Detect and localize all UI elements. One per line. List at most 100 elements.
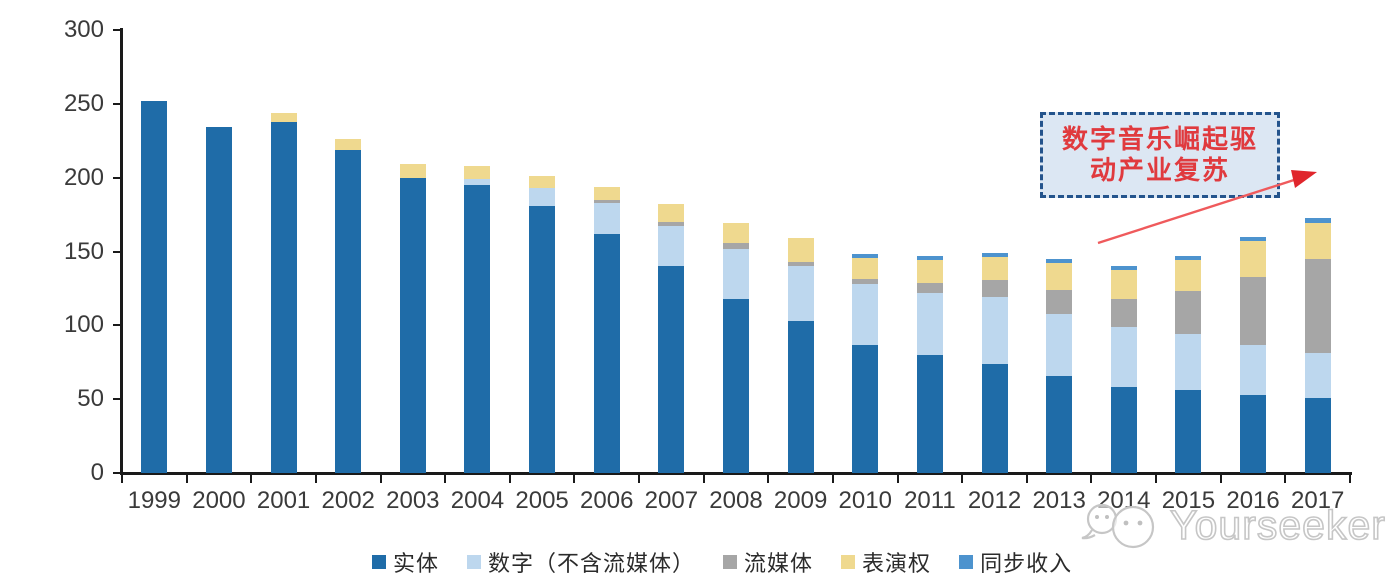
x-axis-tick	[961, 475, 964, 483]
watermark: Yourseeker	[1078, 498, 1386, 552]
bar-segment	[529, 176, 556, 188]
bar-segment	[1304, 223, 1331, 259]
bar-segment	[593, 199, 620, 203]
watermark-text: Yourseeker	[1169, 501, 1386, 549]
x-axis-tick	[896, 475, 899, 483]
bar-segment	[399, 177, 426, 473]
x-axis-category-label: 2006	[580, 487, 634, 514]
x-axis-category-label: 2017	[1290, 487, 1345, 514]
x-axis-tick	[1155, 475, 1158, 483]
x-axis-tick	[767, 475, 770, 483]
bar-segment	[593, 202, 620, 234]
x-axis-category-label: 2011	[904, 487, 956, 514]
x-axis-tick	[831, 475, 834, 483]
bar-segment	[529, 188, 556, 206]
x-axis-line	[120, 472, 1352, 475]
x-axis-tick	[250, 475, 253, 483]
x-axis-category-label: 2008	[709, 487, 763, 514]
y-axis-tick	[113, 472, 122, 474]
x-axis-category-label: 2007	[644, 487, 699, 514]
bar-segment	[1175, 291, 1202, 335]
bar-segment	[1175, 334, 1202, 391]
y-axis-tick-label: 300	[63, 16, 104, 43]
bar-segment	[916, 255, 943, 261]
bar-segment	[981, 252, 1008, 258]
x-axis-category-label: 2002	[321, 487, 375, 514]
x-axis-tick	[573, 475, 576, 483]
bar-segment	[593, 186, 620, 200]
legend-item: 流媒体	[723, 546, 813, 578]
x-axis-category-label: 2003	[386, 487, 440, 514]
legend: 实体 数字（不含流媒体） 流媒体 表演权 同步收入	[372, 546, 1072, 578]
bar-segment	[852, 258, 879, 279]
legend-item: 数字（不含流媒体）	[467, 546, 695, 578]
x-axis-tick	[1219, 475, 1222, 483]
x-axis-tick	[702, 475, 705, 483]
bar-segment	[141, 100, 168, 473]
bar-segment	[270, 121, 297, 473]
x-axis-category-label: 2005	[515, 487, 569, 514]
y-axis-tick-label: 100	[63, 311, 104, 339]
bar-segment	[787, 266, 814, 321]
bar-segment	[787, 320, 814, 473]
bar-segment	[658, 204, 685, 222]
legend-swatch-icon	[467, 555, 482, 569]
legend-swatch-icon	[841, 555, 856, 569]
bar-segment	[658, 221, 685, 227]
bar-segment	[723, 248, 749, 299]
legend-item: 同步收入	[959, 546, 1072, 578]
bar-segment	[335, 149, 362, 473]
bar-segment	[723, 298, 749, 473]
y-axis-tick-label: 150	[63, 237, 104, 265]
bar-segment	[464, 165, 491, 180]
legend-label: 流媒体	[744, 551, 814, 576]
bar-segment	[1046, 375, 1073, 473]
bar-segment	[1110, 269, 1137, 299]
bar-segment	[1240, 344, 1267, 395]
bar-segment	[1304, 218, 1331, 224]
bar-segment	[464, 185, 491, 473]
legend-label: 实体	[393, 551, 440, 576]
bar-segment	[205, 127, 232, 473]
bar-segment	[916, 282, 943, 293]
legend-item: 表演权	[841, 546, 931, 578]
y-axis-tick	[113, 29, 122, 31]
x-axis-tick	[314, 475, 317, 483]
bar-segment	[787, 261, 814, 267]
annotation-text-line2: 动产业复苏	[1089, 155, 1230, 185]
bar-segment	[658, 226, 685, 267]
x-axis-tick	[1284, 475, 1287, 483]
bar-segment	[1046, 289, 1073, 314]
y-axis-tick-label: 250	[63, 89, 104, 117]
legend-swatch-icon	[959, 555, 974, 569]
bar-segment	[1304, 258, 1331, 354]
bar-segment	[1110, 387, 1137, 473]
y-axis-tick	[113, 398, 122, 401]
bar-segment	[1240, 236, 1267, 242]
bar-segment	[399, 164, 426, 178]
x-axis-tick	[379, 475, 382, 483]
bar-segment	[981, 363, 1008, 473]
yourseeker-logo-icon	[1081, 503, 1155, 549]
bar-segment	[916, 260, 943, 283]
bar-segment	[1110, 326, 1137, 388]
x-axis-category-label: 2010	[838, 487, 892, 514]
x-axis-tick	[638, 475, 641, 483]
y-axis-tick	[113, 176, 122, 179]
bar-segment	[270, 112, 297, 122]
bar-segment	[1110, 298, 1137, 327]
y-axis-tick-label: 0	[90, 459, 104, 486]
annotation-callout-box: 数字音乐崛起驱 动产业复苏	[1040, 112, 1280, 198]
legend-label: 同步收入	[980, 551, 1073, 576]
x-axis-category-label: 2015	[1161, 487, 1216, 514]
x-axis-tick	[444, 475, 447, 483]
bar-segment	[852, 283, 879, 345]
bar-segment	[593, 233, 620, 473]
annotation-text-line1: 数字音乐崛起驱	[1061, 124, 1258, 154]
x-axis-category-label: 2001	[256, 487, 311, 514]
bar-segment	[981, 280, 1008, 298]
x-axis-category-label: 2013	[1032, 487, 1086, 514]
y-axis-tick	[113, 324, 122, 327]
bar-segment	[1240, 276, 1267, 345]
